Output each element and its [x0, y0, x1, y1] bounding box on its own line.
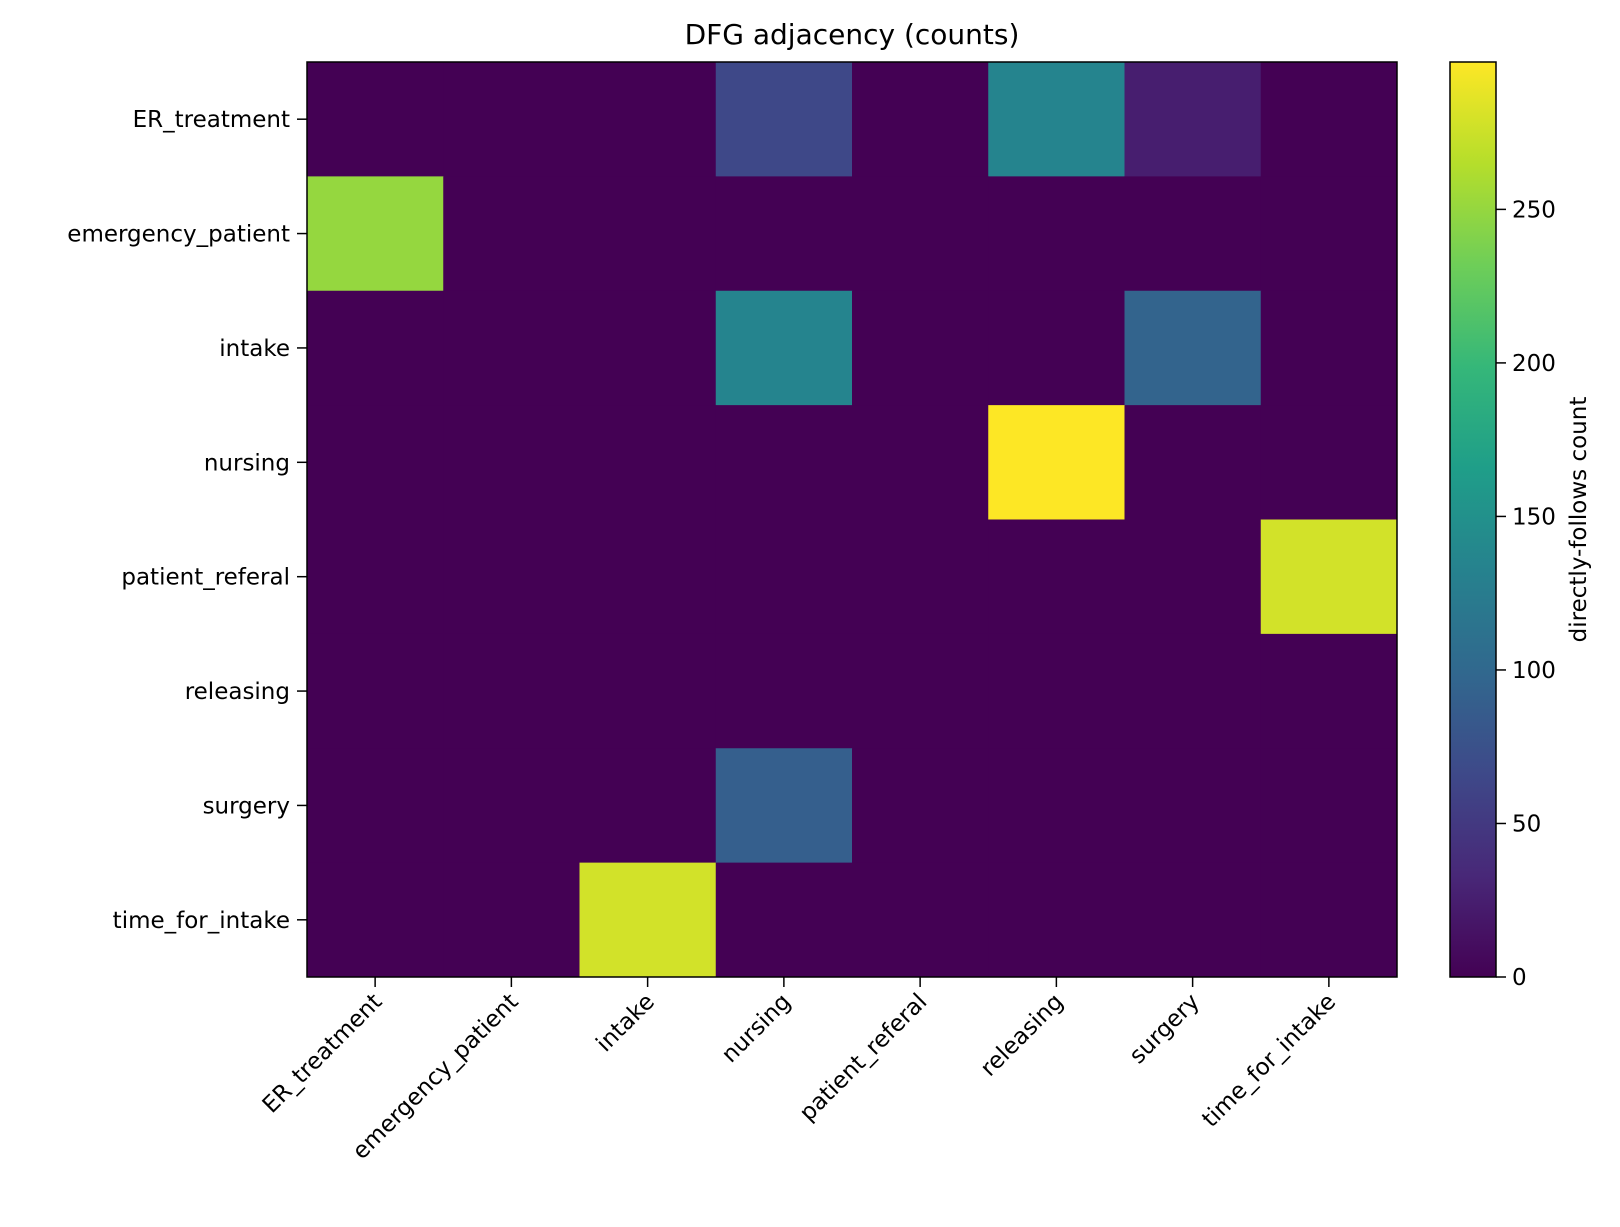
heatmap-cell	[988, 519, 1125, 635]
heatmap-cells	[307, 62, 1398, 978]
colorbar-gradient	[1450, 62, 1496, 977]
y-tick-label: nursing	[204, 450, 290, 476]
colorbar-ticks: 0 50 100 150 200 250	[1496, 197, 1556, 991]
x-tick-label: time_for_intake	[1197, 989, 1341, 1133]
heatmap-cell	[1124, 748, 1262, 864]
heatmap-cell	[307, 633, 444, 749]
heatmap-cell	[852, 862, 989, 978]
heatmap-cell	[715, 176, 853, 292]
y-tick-label: emergency_patient	[67, 222, 290, 248]
heatmap-cell	[1260, 748, 1398, 864]
x-tick-label: patient_referal	[795, 989, 933, 1127]
heatmap-cell	[443, 519, 580, 635]
chart-title: DFG adjacency (counts)	[685, 18, 1020, 51]
heatmap-cell	[443, 862, 580, 978]
heatmap-cell	[1124, 290, 1262, 406]
x-tick-label: surgery	[1125, 989, 1205, 1069]
heatmap-cell	[988, 62, 1125, 177]
heatmap-cell	[443, 633, 580, 749]
heatmap-cell	[1260, 519, 1398, 635]
heatmap-cell	[852, 62, 989, 177]
heatmap-cell	[579, 519, 717, 635]
heatmap-cell	[307, 405, 444, 520]
heatmap-cell	[852, 176, 989, 292]
heatmap-cell	[1124, 862, 1262, 978]
heatmap-cell	[579, 405, 717, 520]
x-tick-label: ER_treatment	[258, 989, 388, 1119]
colorbar-label: directly-follows count	[1566, 397, 1592, 643]
heatmap-cell	[443, 405, 580, 520]
heatmap-cell	[579, 748, 717, 864]
y-tick-label: intake	[219, 336, 290, 362]
heatmap-cell	[988, 633, 1125, 749]
heatmap-cell	[1124, 405, 1262, 520]
colorbar-tick-label: 200	[1512, 351, 1556, 377]
x-tick-label: releasing	[976, 989, 1069, 1082]
heatmap-cell	[1260, 290, 1398, 406]
heatmap-cell	[579, 862, 717, 978]
heatmap-cell	[1124, 176, 1262, 292]
heatmap-cell	[715, 862, 853, 978]
heatmap-cell	[1124, 519, 1262, 635]
heatmap-cell	[715, 633, 853, 749]
heatmap-cell	[443, 290, 580, 406]
heatmap-cell	[852, 748, 989, 864]
heatmap-cell	[852, 519, 989, 635]
heatmap-cell	[1260, 862, 1398, 978]
y-tick-label: ER_treatment	[133, 107, 290, 133]
x-tick-label: intake	[591, 989, 659, 1057]
heatmap-cell	[579, 290, 717, 406]
heatmap-cell	[715, 748, 853, 864]
plot-frame	[306, 61, 1398, 978]
heatmap-cell	[579, 62, 717, 177]
heatmap-cell	[307, 62, 444, 177]
colorbar-tick-label: 100	[1512, 658, 1556, 684]
x-tick-label: nursing	[717, 989, 796, 1068]
heatmap-cell	[1124, 62, 1262, 177]
heatmap-cell	[715, 405, 853, 520]
colorbar-frame	[1449, 61, 1497, 978]
y-tick-label: surgery	[203, 793, 290, 819]
heatmap-cell	[1260, 405, 1398, 520]
heatmap-cell	[1260, 176, 1398, 292]
heatmap-cell	[1260, 633, 1398, 749]
heatmap-cell	[715, 62, 853, 177]
heatmap-cell	[715, 519, 853, 635]
colorbar-tick-label: 0	[1512, 965, 1527, 991]
heatmap-cell	[988, 176, 1125, 292]
heatmap-cell	[307, 862, 444, 978]
colorbar: 0 50 100 150 200 250 directly-follows count	[1449, 61, 1592, 991]
heatmap-cell	[988, 748, 1125, 864]
colorbar-tick-label: 150	[1512, 504, 1556, 530]
colorbar-tick-label: 250	[1512, 197, 1556, 223]
heatmap-cell	[443, 176, 580, 292]
heatmap-cell	[852, 633, 989, 749]
heatmap-cell	[307, 519, 444, 635]
heatmap-cell	[307, 748, 444, 864]
heatmap-cell	[443, 62, 580, 177]
y-tick-label: releasing	[185, 679, 290, 705]
heatmap-cell	[1260, 62, 1398, 177]
heatmap-cell	[852, 405, 989, 520]
heatmap-cell	[988, 862, 1125, 978]
heatmap-cell	[307, 176, 444, 292]
y-tick-label: time_for_intake	[113, 908, 290, 934]
heatmap-cell	[988, 290, 1125, 406]
y-tick-label: patient_referal	[121, 565, 290, 591]
heatmap-cell	[307, 290, 444, 406]
heatmap-cell	[852, 290, 989, 406]
heatmap-cell	[443, 748, 580, 864]
heatmap-cell	[1124, 633, 1262, 749]
heatmap-cell	[579, 633, 717, 749]
heatmap-cell	[988, 405, 1125, 520]
heatmap-cell	[579, 176, 717, 292]
heatmap-cell	[715, 290, 853, 406]
colorbar-tick-label: 50	[1512, 811, 1541, 837]
